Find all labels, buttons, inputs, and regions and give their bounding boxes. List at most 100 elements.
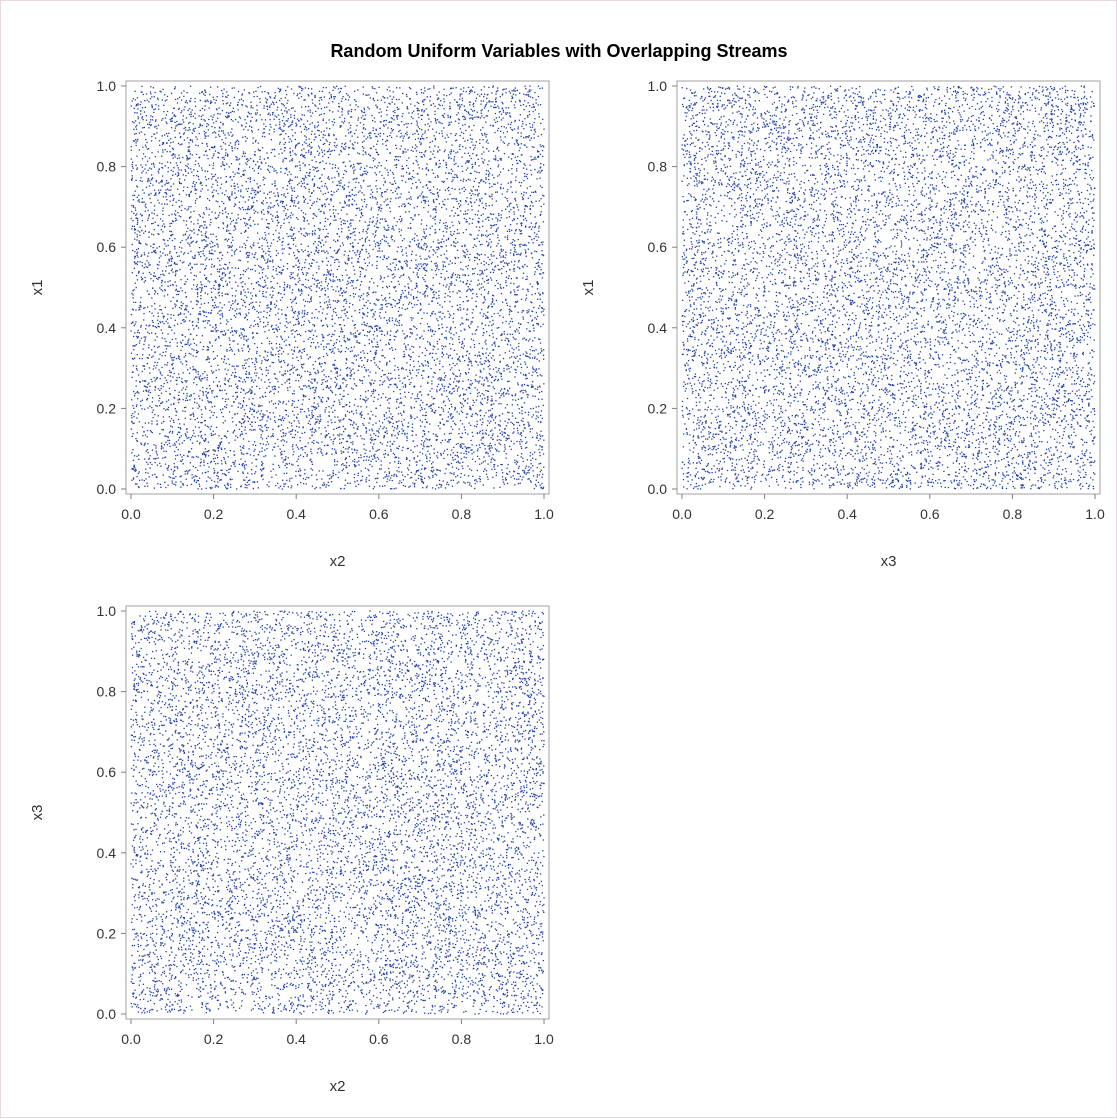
scatter-point — [330, 198, 332, 200]
scatter-point — [524, 389, 526, 392]
scatter-point — [446, 481, 449, 484]
scatter-point — [481, 347, 484, 349]
scatter-point — [277, 216, 279, 218]
scatter-point — [251, 116, 253, 118]
scatter-point — [372, 424, 374, 426]
scatter-point — [314, 423, 316, 425]
scatter-point — [414, 132, 416, 135]
scatter-point — [213, 98, 215, 101]
scatter-point — [138, 132, 141, 134]
scatter-point — [540, 273, 542, 275]
scatter-point — [542, 241, 544, 243]
scatter-point — [283, 340, 285, 343]
scatter-point — [362, 293, 365, 295]
scatter-point — [419, 195, 421, 197]
scatter-point — [265, 219, 268, 221]
scatter-point — [284, 434, 287, 437]
scatter-point — [403, 377, 405, 379]
scatter-point — [280, 171, 282, 173]
scatter-point — [289, 151, 291, 153]
scatter-point — [151, 305, 153, 307]
scatter-point — [519, 233, 521, 235]
scatter-point — [383, 235, 385, 237]
scatter-point — [185, 478, 187, 480]
scatter-point — [398, 420, 400, 422]
scatter-point — [398, 108, 400, 110]
scatter-point — [174, 408, 176, 410]
scatter-point — [224, 400, 227, 403]
scatter-point — [335, 252, 337, 254]
scatter-point — [500, 245, 502, 247]
scatter-point — [240, 232, 242, 234]
scatter-point — [164, 456, 166, 459]
scatter-point — [287, 216, 290, 218]
scatter-point — [199, 485, 201, 487]
scatter-point — [468, 288, 470, 290]
scatter-point — [263, 158, 266, 160]
scatter-point — [519, 147, 521, 149]
scatter-point — [414, 214, 416, 216]
scatter-point — [515, 277, 517, 279]
scatter-point — [302, 348, 304, 351]
scatter-point — [318, 237, 321, 239]
scatter-point — [232, 432, 234, 434]
scatter-point — [269, 260, 271, 262]
scatter-point — [441, 356, 443, 358]
scatter-point — [506, 200, 509, 202]
scatter-point — [450, 150, 453, 153]
scatter-point — [166, 188, 169, 190]
scatter-point — [343, 290, 345, 292]
scatter-point — [167, 281, 169, 283]
scatter-point — [214, 132, 217, 134]
scatter-point — [315, 105, 317, 107]
scatter-point — [528, 424, 531, 427]
scatter-point — [444, 189, 447, 191]
scatter-point — [178, 205, 180, 208]
scatter-point — [358, 460, 360, 462]
scatter-point — [322, 454, 324, 456]
scatter-point — [232, 134, 234, 136]
scatter-point — [354, 432, 357, 434]
scatter-point — [196, 295, 199, 298]
scatter-point — [491, 204, 493, 206]
scatter-point — [138, 486, 140, 489]
scatter-point — [149, 98, 152, 100]
scatter-point — [472, 273, 474, 275]
scatter-point — [476, 414, 479, 416]
scatter-point — [208, 258, 210, 261]
scatter-point — [477, 326, 479, 328]
scatter-point — [274, 115, 276, 117]
scatter-point — [479, 414, 482, 417]
scatter-point — [143, 254, 146, 256]
scatter-point — [272, 220, 274, 222]
scatter-point — [347, 236, 350, 239]
scatter-point — [311, 312, 313, 314]
scatter-point — [408, 98, 411, 100]
scatter-point — [537, 421, 540, 423]
scatter-point — [293, 393, 295, 395]
scatter-point — [543, 203, 545, 205]
scatter-point — [322, 324, 325, 327]
scatter-point — [527, 116, 529, 118]
scatter-point — [163, 239, 165, 241]
scatter-point — [262, 286, 264, 288]
scatter-point — [228, 411, 231, 413]
scatter-point — [509, 224, 512, 226]
scatter-point — [195, 181, 198, 184]
scatter-point — [147, 169, 149, 172]
scatter-point — [164, 289, 166, 292]
scatter-point — [242, 367, 244, 369]
scatter-point — [349, 367, 351, 369]
scatter-point — [234, 226, 236, 228]
scatter-point — [465, 110, 468, 113]
scatter-point — [155, 103, 157, 106]
scatter-point — [534, 225, 537, 227]
scatter-point — [305, 274, 308, 276]
scatter-point — [260, 362, 263, 364]
scatter-point — [228, 309, 231, 311]
scatter-point — [173, 462, 175, 465]
scatter-point — [485, 452, 487, 454]
scatter-point — [391, 317, 394, 319]
scatter-point — [401, 249, 404, 251]
scatter-point — [426, 349, 428, 352]
